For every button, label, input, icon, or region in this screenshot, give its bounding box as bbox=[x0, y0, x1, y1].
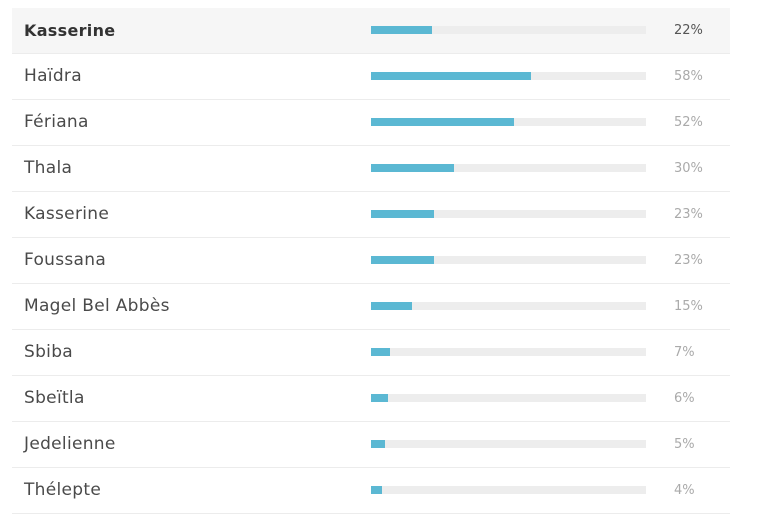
table-row: Sbiba 7% bbox=[12, 330, 730, 376]
row-name-label: Fériana bbox=[24, 112, 89, 132]
percent-value-label: 15% bbox=[674, 299, 703, 314]
table-row: Foussana 23% bbox=[12, 238, 730, 284]
bar-fill bbox=[371, 486, 382, 494]
bar-track bbox=[371, 348, 646, 356]
bar-fill bbox=[371, 26, 432, 34]
row-name-label: Sbeïtla bbox=[24, 388, 85, 408]
percent-value-label: 58% bbox=[674, 69, 703, 84]
percent-value-label: 7% bbox=[674, 345, 695, 360]
bar-track bbox=[371, 302, 646, 310]
bar-fill bbox=[371, 348, 391, 356]
table-row: Magel Bel Abbès 15% bbox=[12, 284, 730, 330]
table-row: Thélepte 4% bbox=[12, 468, 730, 514]
bar-fill bbox=[371, 256, 435, 264]
row-name-label: Kasserine bbox=[24, 204, 110, 224]
row-name-label: Thélepte bbox=[24, 480, 102, 500]
bar-track bbox=[371, 118, 646, 126]
table-row: Fériana 52% bbox=[12, 100, 730, 146]
bar-fill bbox=[371, 72, 531, 80]
percent-value-label: 30% bbox=[674, 161, 703, 176]
bar-track bbox=[371, 486, 646, 494]
bar-track bbox=[371, 210, 646, 218]
row-name-label: Magel Bel Abbès bbox=[24, 296, 170, 316]
bar-fill bbox=[371, 118, 514, 126]
bar-fill bbox=[371, 394, 388, 402]
bar-track bbox=[371, 256, 646, 264]
percent-value-label: 6% bbox=[674, 391, 695, 406]
table-row: Haïdra 58% bbox=[12, 54, 730, 100]
percent-value-label: 52% bbox=[674, 115, 703, 130]
percentage-table: Kasserine 22% Haïdra 58% Fériana 52% Thala 30% K… bbox=[12, 8, 730, 514]
table-row-highlighted: Kasserine 22% bbox=[12, 8, 730, 54]
bar-fill bbox=[371, 302, 413, 310]
row-name-label: Foussana bbox=[24, 250, 107, 270]
percent-value-label: 23% bbox=[674, 207, 703, 222]
table-row: Jedelienne 5% bbox=[12, 422, 730, 468]
table-row: Kasserine 23% bbox=[12, 192, 730, 238]
bar-fill bbox=[371, 164, 454, 172]
bar-track bbox=[371, 164, 646, 172]
row-name-label: Thala bbox=[24, 158, 73, 178]
bar-track bbox=[371, 72, 646, 80]
percent-value-label: 5% bbox=[674, 437, 695, 452]
bar-track bbox=[371, 394, 646, 402]
row-name-label: Sbiba bbox=[24, 342, 74, 362]
row-name-label: Kasserine bbox=[24, 21, 116, 40]
row-name-label: Haïdra bbox=[24, 66, 82, 86]
percent-value-label: 22% bbox=[674, 23, 703, 38]
percent-value-label: 23% bbox=[674, 253, 703, 268]
table-row: Sbeïtla 6% bbox=[12, 376, 730, 422]
bar-fill bbox=[371, 440, 385, 448]
bar-fill bbox=[371, 210, 435, 218]
row-name-label: Jedelienne bbox=[24, 434, 116, 454]
percent-value-label: 4% bbox=[674, 483, 695, 498]
bar-track bbox=[371, 26, 646, 34]
bar-track bbox=[371, 440, 646, 448]
table-row: Thala 30% bbox=[12, 146, 730, 192]
